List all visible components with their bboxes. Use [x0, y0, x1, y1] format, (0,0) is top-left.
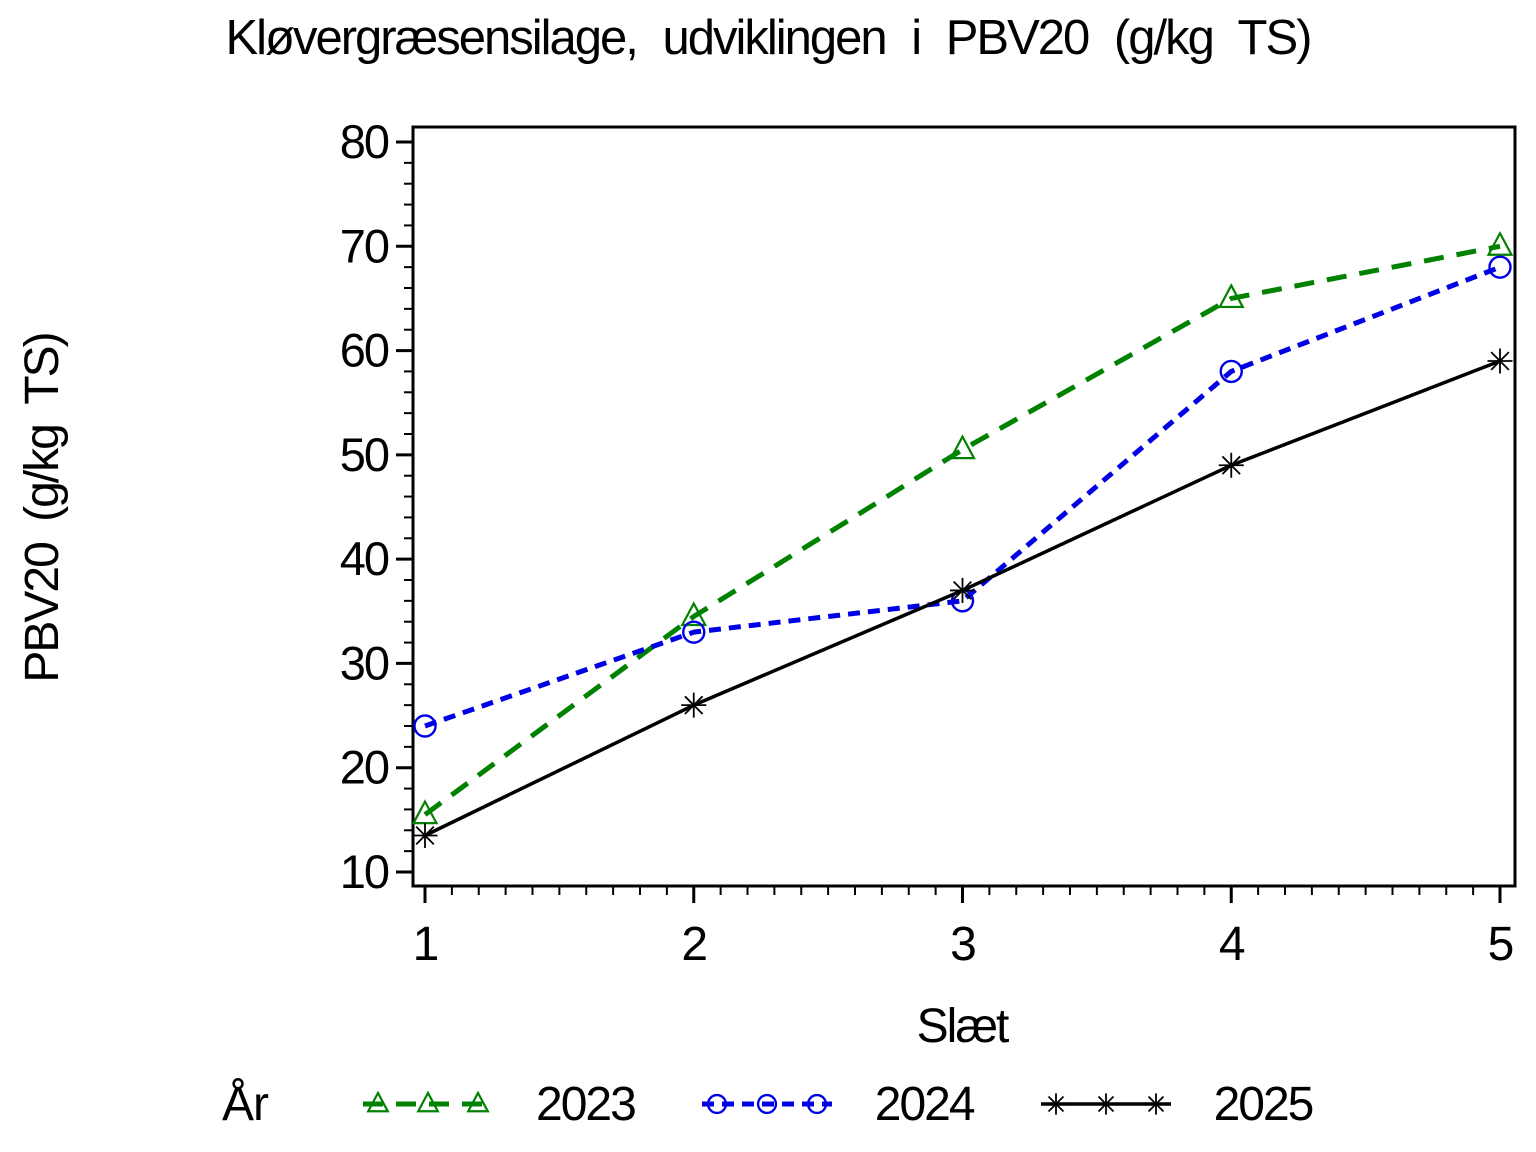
y-tick-label: 10 — [340, 845, 389, 898]
legend-label-2024: 2024 — [874, 1077, 976, 1131]
asterisk-marker — [1047, 1095, 1064, 1113]
asterisk-marker — [953, 580, 972, 600]
circle-marker — [413, 714, 437, 738]
x-axis-label: Slæt — [917, 1000, 1009, 1053]
y-tick-label: 40 — [340, 532, 389, 585]
circle-marker — [706, 1093, 727, 1115]
triangle-marker — [680, 601, 708, 627]
triangle-marker — [949, 434, 976, 460]
triangle-marker — [416, 1090, 440, 1113]
legend: År 2023 2024 2025 — [222, 1072, 1376, 1136]
x-tick-label: 2 — [681, 918, 706, 971]
legend-sample-2024 — [701, 1093, 832, 1115]
y-tick-label: 20 — [340, 741, 389, 794]
legend-item-2023: 2023 — [360, 1077, 637, 1132]
series-line-2024 — [424, 264, 1501, 729]
y-tick-label: 50 — [340, 428, 389, 481]
x-tick-label: 3 — [950, 918, 975, 971]
y-tick-label: 70 — [340, 219, 389, 272]
series-markers-2023 — [411, 230, 1514, 825]
circle-marker — [682, 620, 706, 644]
legend-sample-2023 — [363, 1090, 493, 1113]
circle-marker — [806, 1093, 827, 1115]
plot-frame-rect — [411, 125, 1517, 888]
chart-title: Kløvergræsensilage, udviklingen i PBV20 … — [225, 11, 1312, 65]
asterisk-marker — [684, 695, 704, 715]
asterisk-marker — [1490, 351, 1510, 371]
legend-label-2023: 2023 — [536, 1077, 637, 1131]
triangle-marker — [466, 1090, 490, 1113]
circle-marker — [1219, 359, 1243, 384]
asterisk-marker — [1097, 1095, 1114, 1113]
legend-item-2024: 2024 — [699, 1077, 976, 1132]
series-markers-2024 — [413, 255, 1512, 738]
x-tick-label: 4 — [1219, 918, 1245, 971]
y-tick-label: 60 — [340, 324, 389, 377]
asterisk-marker — [415, 826, 435, 845]
asterisk-marker — [1221, 455, 1241, 475]
y-tick-label: 80 — [340, 115, 389, 168]
axis-ticks: 1 2 3 4 5 10 20 30 40 50 60 70 80 — [340, 115, 1515, 971]
y-tick-label: 30 — [340, 636, 389, 689]
legend-sample-2025 — [1040, 1093, 1171, 1115]
triangle-marker — [366, 1090, 390, 1113]
triangle-marker — [1217, 283, 1245, 309]
legend-title: År — [222, 1077, 269, 1131]
y-axis-label: PBV20 (g/kg TS) — [16, 333, 69, 682]
plot-frame — [411, 125, 1517, 888]
legend-label-2025: 2025 — [1213, 1077, 1315, 1131]
circle-marker — [756, 1093, 777, 1115]
series-markers-2025 — [412, 348, 1513, 848]
data-series — [411, 230, 1514, 848]
legend-item-2025: 2025 — [1038, 1077, 1315, 1132]
triangle-marker — [1486, 230, 1514, 256]
x-tick-label: 5 — [1488, 918, 1513, 971]
asterisk-marker — [1147, 1095, 1164, 1113]
x-tick-label: 1 — [413, 918, 438, 971]
circle-marker — [1488, 255, 1512, 279]
